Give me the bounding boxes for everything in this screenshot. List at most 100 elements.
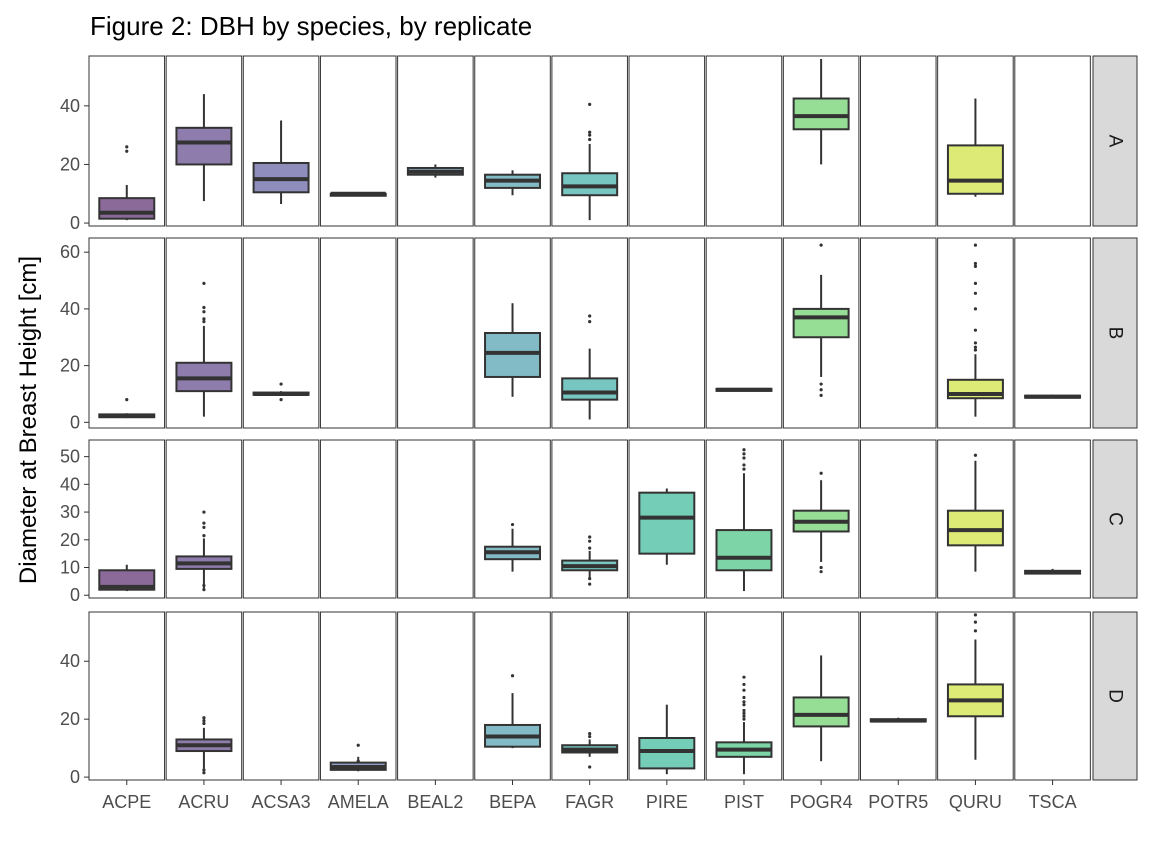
facet-cell: [705, 237, 783, 429]
box-BEPA: [484, 522, 542, 572]
outlier-point: [973, 348, 978, 352]
outlier-point: [819, 382, 823, 386]
outlier-point: [742, 688, 746, 692]
outlier-point: [819, 570, 823, 574]
y-tick-label: 40: [60, 299, 80, 319]
outlier-point: [742, 463, 746, 467]
box-BEPA: [484, 303, 542, 397]
box-QURU: [946, 613, 1004, 760]
outlier-point: [202, 305, 206, 310]
outlier-point: [588, 539, 592, 543]
x-tick-label: ACSA3: [252, 792, 311, 812]
box-ACPE: [98, 145, 156, 221]
y-tick-label: 50: [60, 447, 80, 467]
box-FAGR: [561, 314, 619, 420]
box-ACSA3: [252, 382, 310, 402]
facet-cell: [397, 439, 474, 599]
facet-panels: A 0 20 40 B 0 20 40 60 C 0 10 20 30 40 50 D 0 20 40: [60, 55, 1138, 787]
facet-cell: [242, 237, 320, 429]
facet-cell: [397, 55, 474, 227]
outlier-point: [973, 345, 978, 349]
outlier-point: [973, 620, 978, 624]
outlier-point: [819, 243, 823, 247]
box: [561, 377, 619, 401]
facet-cell: [319, 55, 397, 227]
x-tick-label: FAGR: [565, 792, 614, 812]
outlier-point: [742, 711, 746, 715]
outlier-point: [588, 734, 592, 739]
outlier-point: [973, 291, 978, 295]
outlier-point: [588, 314, 592, 318]
box-ACSA3: [252, 120, 310, 205]
box-PIST: [715, 448, 773, 592]
chart-title: Figure 2: DBH by species, by replicate: [90, 11, 532, 41]
box-ACRU: [175, 510, 233, 592]
y-tick-label: 20: [60, 154, 80, 174]
outlier-point: [742, 675, 746, 679]
box-ACRU: [175, 281, 233, 417]
box: [638, 491, 696, 555]
outlier-point: [202, 771, 206, 775]
outlier-point: [588, 732, 592, 736]
box-QURU: [946, 243, 1004, 417]
outlier-point: [202, 521, 206, 525]
facet-cell: [88, 611, 166, 781]
outlier-point: [202, 716, 206, 720]
box-ACPE: [98, 398, 156, 419]
outlier-point: [742, 467, 746, 471]
outlier-point: [742, 695, 746, 700]
box-ACPE: [98, 564, 156, 592]
outlier-point: [588, 765, 592, 769]
facet-strip: [1092, 611, 1138, 781]
panel-A: A 0 20 40: [60, 55, 1138, 233]
facet-cell: [397, 611, 474, 781]
outlier-point: [356, 743, 360, 747]
outlier-point: [588, 102, 592, 106]
facet-cell: [474, 55, 551, 227]
x-tick-label: QURU: [949, 792, 1002, 812]
box-PIST: [715, 675, 773, 775]
box-TSCA: [1024, 568, 1082, 575]
outlier-point: [819, 471, 823, 475]
facet-cell: [860, 439, 937, 599]
facet-cell: [628, 55, 706, 227]
outlier-point: [588, 535, 592, 539]
facet-cell: [1014, 55, 1091, 227]
panel-D: D 0 20 40: [60, 611, 1138, 787]
box: [98, 569, 156, 591]
outlier-point: [742, 717, 746, 721]
facet-cell: [242, 439, 320, 599]
outlier-point: [202, 317, 206, 321]
x-tick-label: BEPA: [489, 792, 536, 812]
facet-cell: [474, 439, 551, 599]
outlier-point: [742, 448, 746, 452]
facet-cell: [628, 237, 706, 429]
outlier-point: [742, 682, 746, 687]
outlier-point: [819, 393, 823, 397]
outlier-point: [742, 700, 746, 704]
facet-cell: [705, 55, 783, 227]
outlier-point: [202, 320, 206, 324]
facet-cell: [319, 237, 397, 429]
y-tick-label: 40: [60, 96, 80, 116]
outlier-point: [125, 145, 129, 149]
x-tick-label: POGR4: [790, 792, 853, 812]
box: [484, 332, 542, 378]
facet-cell: [1014, 611, 1091, 781]
facet-strip-label: D: [1105, 689, 1126, 703]
box: [715, 529, 773, 572]
y-tick-label: 60: [60, 242, 80, 262]
outlier-point: [588, 576, 592, 581]
outlier-point: [973, 629, 978, 633]
outlier-point: [356, 759, 360, 763]
outlier-point: [202, 281, 206, 285]
outlier-point: [588, 320, 592, 324]
box-ACRU: [175, 94, 233, 202]
box-BEPA: [484, 674, 542, 749]
y-tick-label: 20: [60, 709, 80, 729]
box-PIST: [715, 387, 773, 392]
box-AMELA: [329, 743, 387, 772]
outlier-point: [973, 261, 978, 266]
y-tick-label: 20: [60, 530, 80, 550]
